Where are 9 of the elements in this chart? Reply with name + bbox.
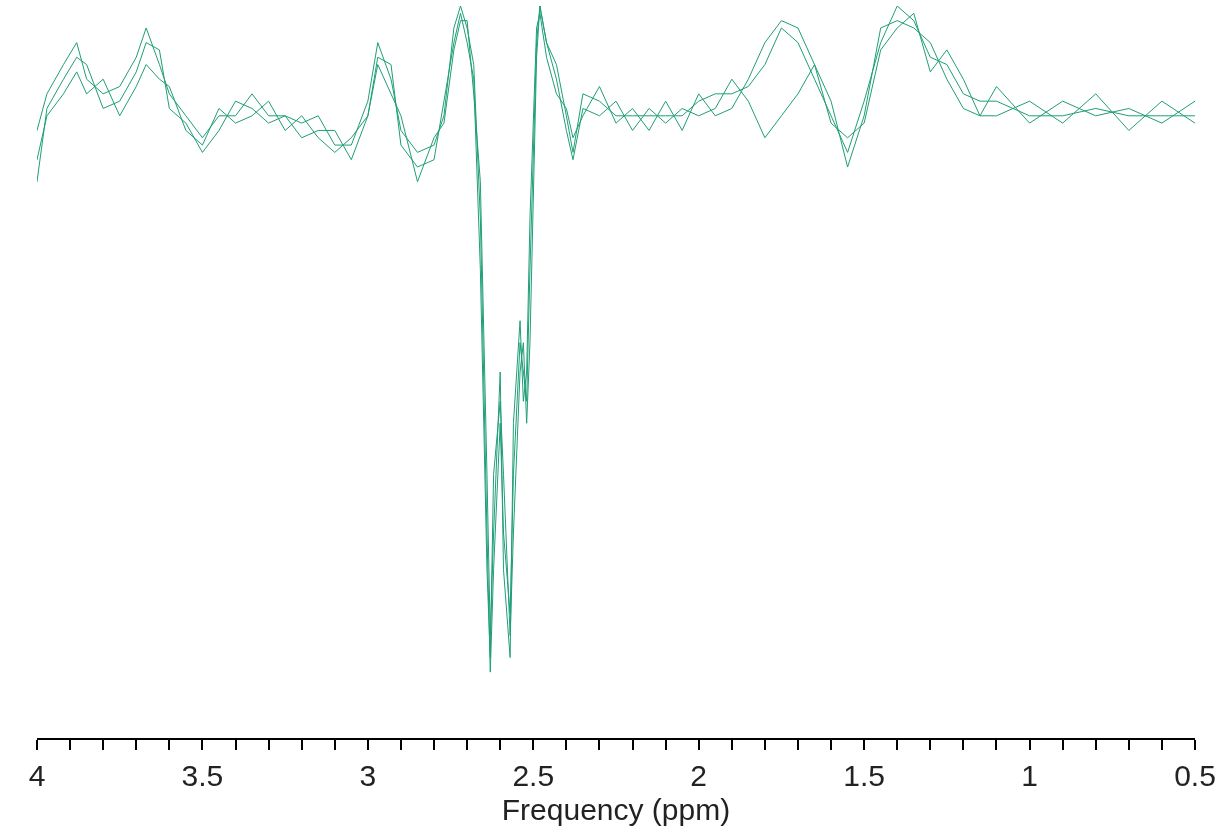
- x-tick-label: 2: [690, 759, 708, 792]
- x-tick-label: 4: [28, 759, 46, 792]
- x-tick-label: 3.5: [181, 759, 224, 792]
- x-axis-title: Frequency (ppm): [501, 793, 731, 826]
- x-tick-label: 0.5: [1174, 759, 1216, 792]
- x-tick-label: 3: [359, 759, 377, 792]
- x-tick-label: 1: [1021, 759, 1038, 792]
- x-tick-label: 2.5: [512, 759, 555, 792]
- x-tick-label: 1.5: [843, 759, 885, 792]
